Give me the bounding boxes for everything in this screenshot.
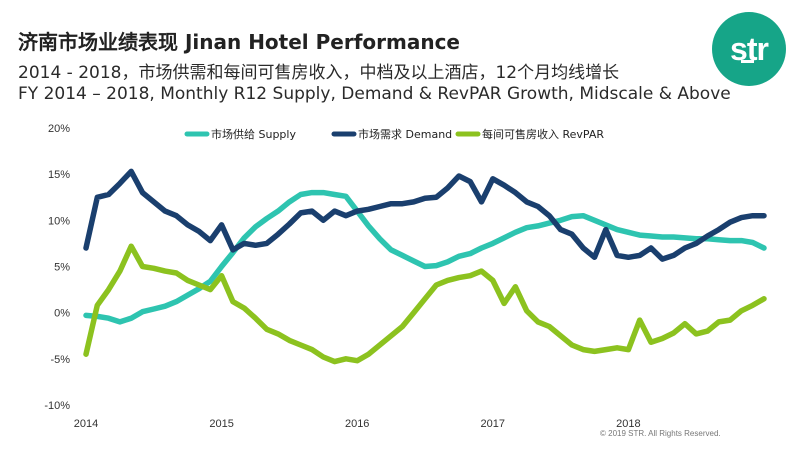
legend-label: 市场需求 Demand: [358, 127, 452, 141]
legend-label: 每间可售房收入 RevPAR: [482, 127, 604, 141]
chart-legend: 市场供给 Supply 市场需求 Demand 每间可售房收入 RevPAR: [184, 127, 604, 141]
series-line-0: [83, 189, 767, 325]
x-tick-label: 2018: [616, 418, 640, 430]
series-line-1: [83, 168, 767, 262]
subtitle-english: FY 2014 – 2018, Monthly R12 Supply, Dema…: [18, 84, 731, 104]
y-tick-label: 20%: [48, 123, 70, 135]
x-axis-ticks: 2014 2015 2016 2017 2018: [74, 418, 641, 430]
y-tick-label: 15%: [48, 169, 70, 181]
x-tick-label: 2017: [481, 418, 505, 430]
y-tick-label: -5%: [50, 354, 70, 366]
chart-title: 济南市场业绩表现 Jinan Hotel Performance: [18, 30, 461, 54]
x-tick-label: 2015: [209, 418, 233, 430]
series-lines: [83, 168, 767, 365]
y-tick-label: 5%: [54, 262, 70, 274]
x-tick-label: 2016: [345, 418, 369, 430]
series-line-2: [83, 243, 767, 365]
str-logo-underline: [741, 60, 754, 63]
legend-label: 市场供给 Supply: [211, 127, 296, 141]
y-axis-ticks: 20% 15% 10% 5% 0% -5% -10%: [44, 123, 70, 412]
subtitle-chinese: 2014 - 2018，市场供需和每间可售房收入，中档及以上酒店，12个月均线增…: [18, 63, 620, 83]
x-tick-label: 2014: [74, 418, 98, 430]
copyright-notice: © 2019 STR. All Rights Reserved.: [600, 429, 721, 438]
y-tick-label: 0%: [54, 308, 70, 320]
y-tick-label: -10%: [44, 400, 70, 412]
y-tick-label: 10%: [48, 215, 70, 227]
